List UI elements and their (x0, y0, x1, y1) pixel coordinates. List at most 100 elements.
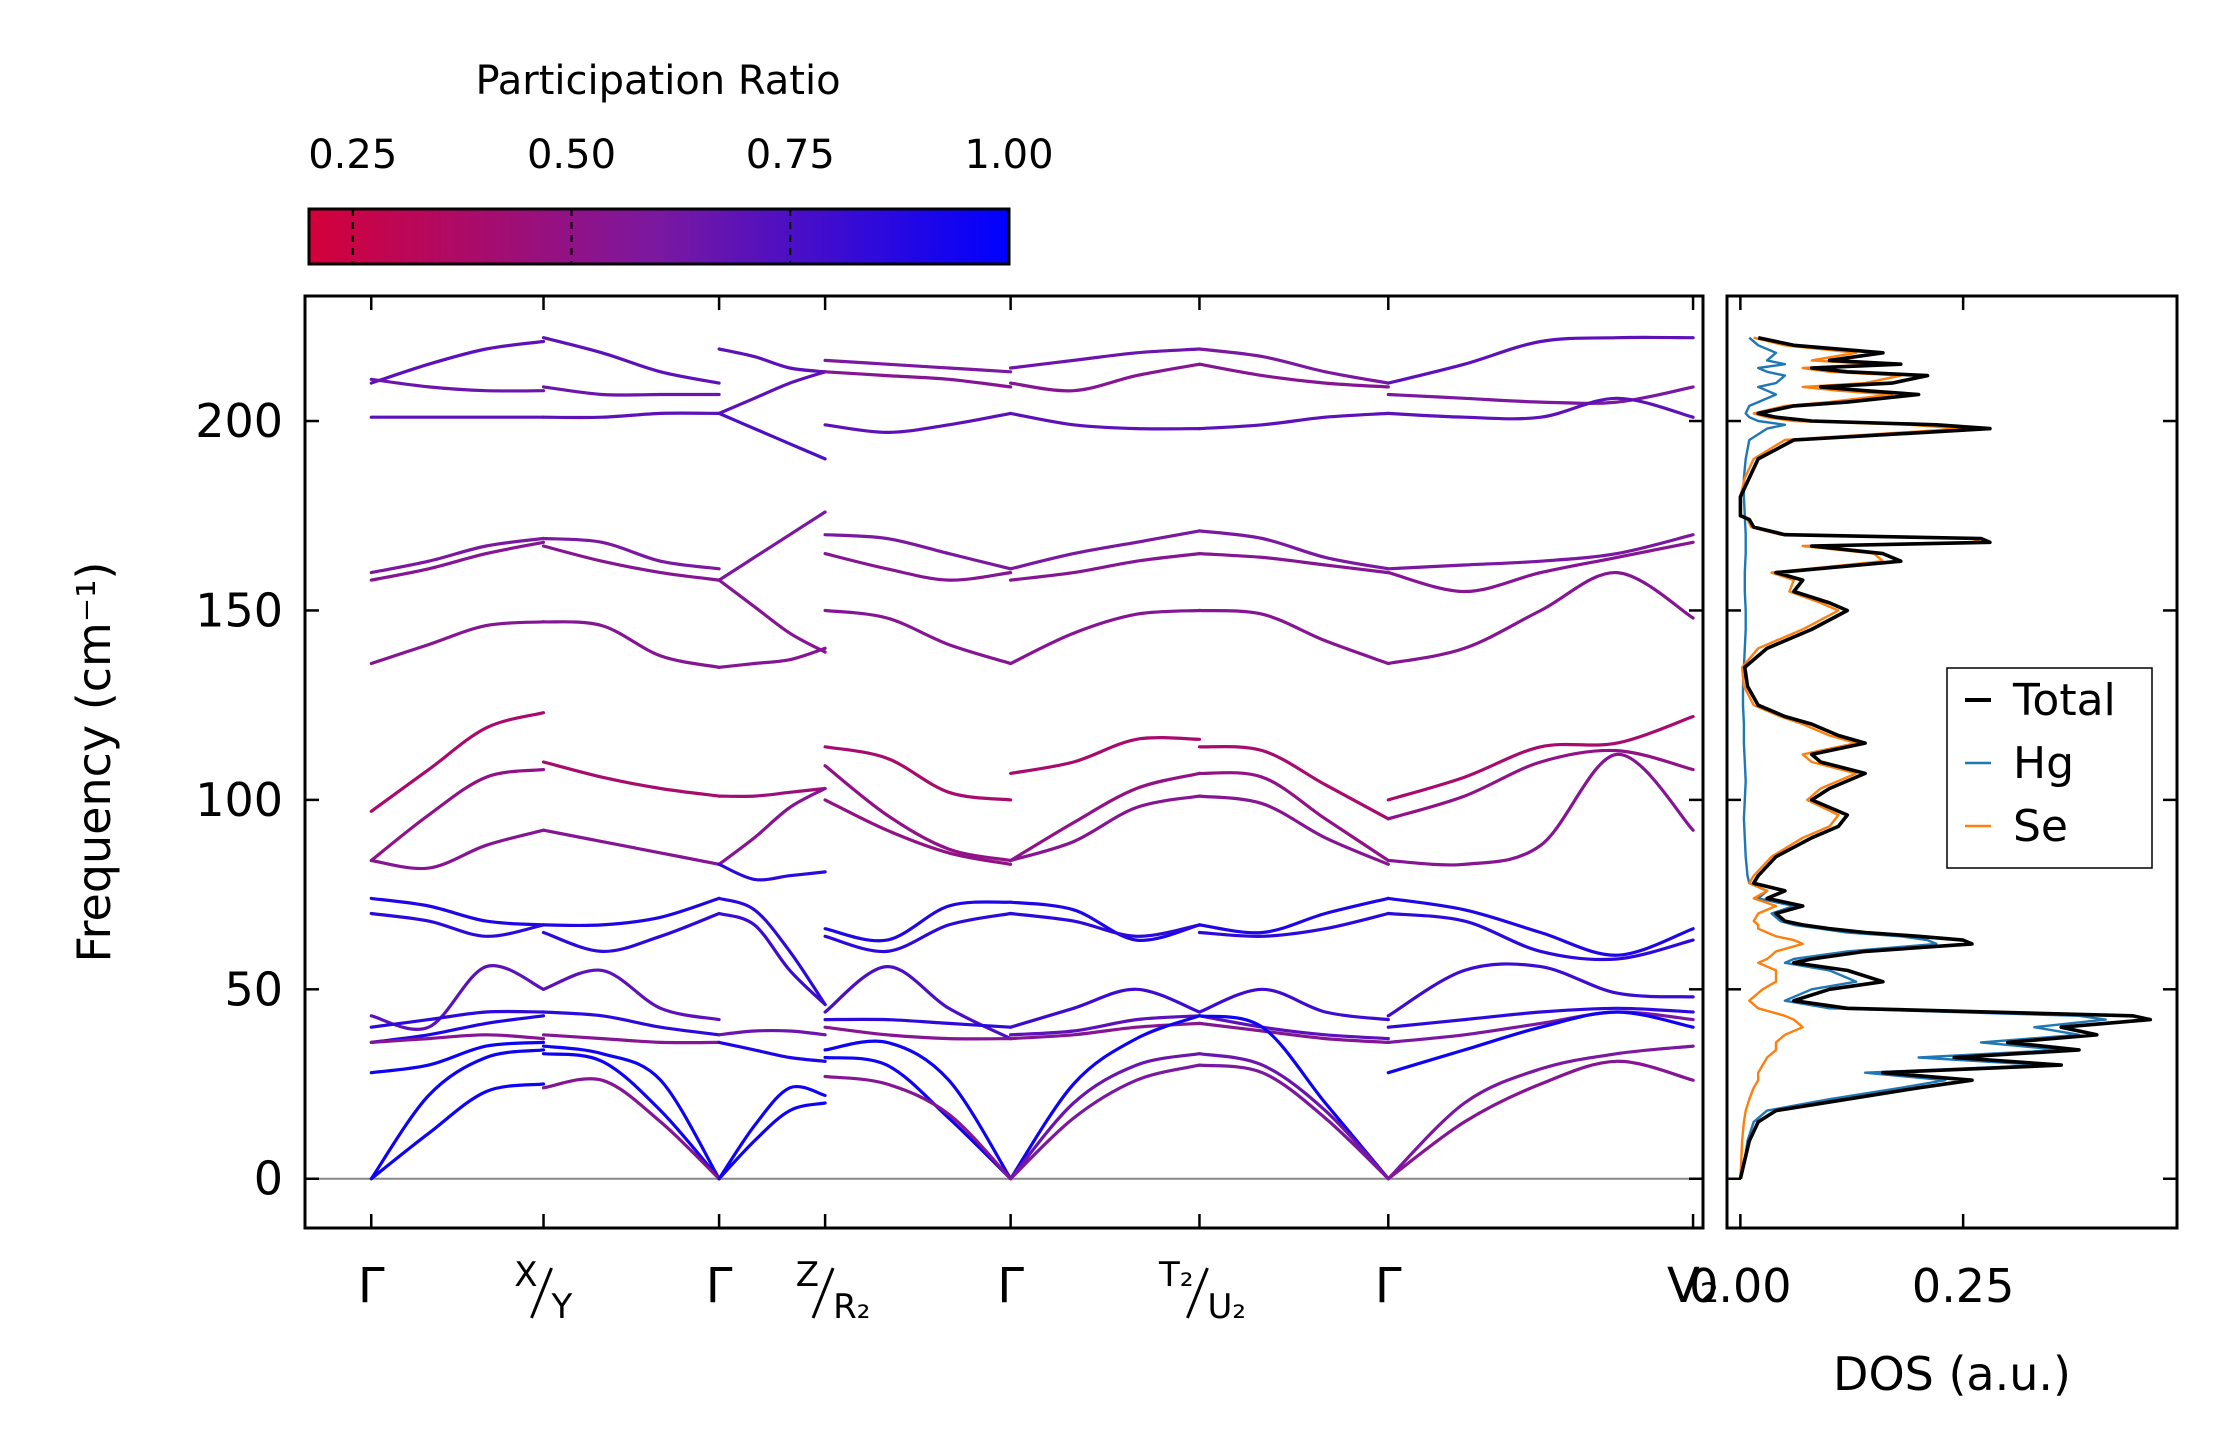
legend-label-hg: Hg (2013, 738, 2074, 789)
colorbar-tick-label: 0.25 (308, 132, 397, 178)
phonon-band (369, 620, 546, 666)
phonon-band (1386, 752, 1695, 867)
phonon-band (1197, 896, 1390, 935)
k-point-slash (811, 1267, 835, 1319)
phonon-band (823, 964, 1013, 1041)
phonon-band (369, 540, 546, 582)
colorbar-label: Participation Ratio (475, 58, 840, 104)
phonon-band (1386, 911, 1695, 962)
phonon-band (541, 760, 721, 798)
phonon-band (717, 1040, 827, 1063)
dos-line-hg (1739, 336, 2107, 1179)
phonon-band (1009, 529, 1202, 571)
colorbar-gradient (307, 207, 1011, 266)
phonon-band (541, 411, 721, 420)
phonon-band (1386, 1010, 1695, 1075)
phonon-band (369, 828, 546, 871)
phonon-band (369, 1014, 546, 1044)
k-point-label-lower: Y (551, 1287, 573, 1327)
phonon-band (541, 1052, 721, 1181)
phonon-band (541, 620, 721, 669)
k-point-label-upper: X (514, 1255, 537, 1295)
phonon-band (1197, 771, 1390, 863)
phonon-band (1386, 533, 1695, 571)
phonon-band (1197, 1052, 1390, 1181)
phonon-band (717, 911, 827, 1007)
colorbar-tick-label: 0.50 (527, 132, 616, 178)
phonon-band (717, 347, 827, 374)
phonon-band (369, 1009, 546, 1029)
band-structure-frame (303, 294, 1705, 1230)
phonon-band (1009, 987, 1202, 1029)
phonon-band (541, 336, 721, 385)
phonon-band (369, 339, 546, 385)
colorbar-tick-label: 1.00 (964, 132, 1053, 178)
dos-legend: Total Hg Se (1946, 667, 2153, 869)
phonon-band (1386, 335, 1695, 385)
dos-x-axis-label: DOS (a.u.) (1833, 1347, 2071, 1401)
phonon-band (1197, 552, 1390, 575)
phonon-band (369, 711, 546, 813)
phonon-band (1009, 552, 1202, 582)
y-tick-label: 0 (254, 1152, 283, 1206)
phonon-band (1386, 896, 1695, 957)
phonon-band (541, 968, 721, 1022)
phonon-band (823, 1074, 1013, 1181)
phonon-band (823, 764, 1013, 863)
phonon-band (1386, 396, 1695, 421)
phonon-band (1386, 540, 1695, 594)
phonon-band (823, 533, 1013, 571)
band-structure-panel: 0 50 100 150 200 Γ XY Γ Z R₂ Γ T₂ U₂ Γ V₂ Frequency (c… (67, 294, 1719, 1327)
phonon-band (541, 1010, 721, 1037)
dos-panel: 0.00 0.25 DOS (a.u.) Total Hg Se (1689, 294, 2179, 1401)
k-point-label-upper: Z (796, 1255, 819, 1295)
phonon-band (369, 768, 546, 863)
colorbar-tick-label: 0.75 (746, 132, 835, 178)
dos-frame (1725, 294, 2179, 1230)
k-point-label-lower: U₂ (1207, 1287, 1246, 1327)
phonon-band (1386, 1006, 1695, 1029)
phonon-band (823, 358, 1013, 374)
phonon-band (541, 385, 721, 397)
phonon-band (1009, 911, 1202, 938)
phonon-band (823, 911, 1013, 954)
k-point-label: Γ (1375, 1258, 1402, 1314)
k-point-label: V₂ (1667, 1258, 1719, 1314)
phonon-band (541, 1077, 721, 1181)
phonon-band (1386, 1059, 1695, 1181)
phonon-band (717, 1101, 827, 1181)
phonon-band (369, 377, 546, 393)
phonon-band (1009, 900, 1202, 942)
phonon-band (1197, 411, 1390, 431)
phonon-band (1009, 411, 1202, 431)
k-point-slash (530, 1267, 553, 1319)
phonon-band (369, 1033, 546, 1044)
phonon-band (717, 646, 827, 669)
phonon-band (717, 896, 827, 1007)
phonon-band (1009, 362, 1202, 393)
phonon-band (1197, 1021, 1390, 1044)
phonon-band (823, 608, 1013, 666)
phonon-band (1009, 736, 1202, 775)
k-point-label: Γ (706, 1258, 733, 1314)
phonon-band (541, 896, 721, 928)
phonon-band (1386, 714, 1695, 802)
phonon-band (1197, 744, 1390, 821)
phonon-band (717, 1085, 827, 1181)
phonon-band (1386, 385, 1695, 405)
phonon-band (717, 862, 827, 882)
phonon-band (1009, 347, 1202, 370)
phonon-band (1009, 608, 1202, 666)
dos-x-tick-label: 0.00 (1689, 1259, 1791, 1313)
phonon-band (369, 536, 546, 575)
phonon-band (1009, 771, 1202, 863)
phonon-band (369, 964, 546, 1031)
phonon-band (1386, 1044, 1695, 1181)
phonon-band (1009, 1014, 1202, 1181)
phonon-band (717, 370, 827, 415)
phonon-band (1197, 529, 1390, 571)
phonon-band (541, 1033, 721, 1045)
phonon-band (717, 786, 827, 866)
phonon-band (1009, 794, 1202, 863)
phonon-band (823, 1039, 1013, 1181)
